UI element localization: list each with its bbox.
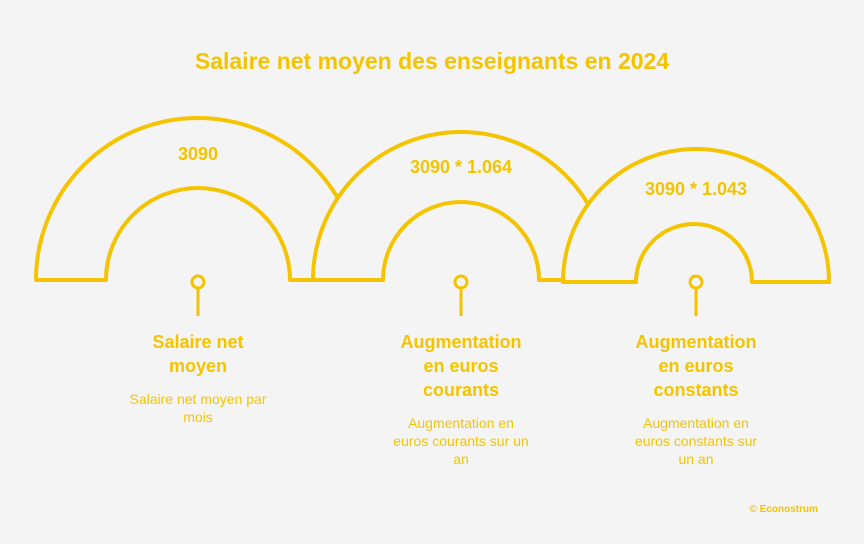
- description: Augmentation en euros constants sur un a…: [634, 415, 758, 467]
- label: Augmentation en euros courants: [400, 332, 522, 400]
- description: Salaire net moyen par mois: [129, 391, 267, 425]
- pin: [688, 274, 704, 290]
- value: 3090: [177, 144, 219, 164]
- arch: [561, 147, 831, 284]
- label: Salaire net moyen: [152, 332, 244, 376]
- value: 3090 * 1.043: [644, 179, 748, 199]
- description: Augmentation en euros courants sur un an: [393, 415, 529, 467]
- arch: [34, 116, 362, 282]
- title: Salaire net moyen des enseignants en 202…: [194, 48, 670, 74]
- pin: [453, 274, 469, 290]
- credit: © Econostrum: [749, 504, 819, 515]
- pin: [190, 274, 206, 290]
- label: Augmentation en euros constants: [635, 332, 757, 400]
- value: 3090 * 1.064: [409, 157, 513, 177]
